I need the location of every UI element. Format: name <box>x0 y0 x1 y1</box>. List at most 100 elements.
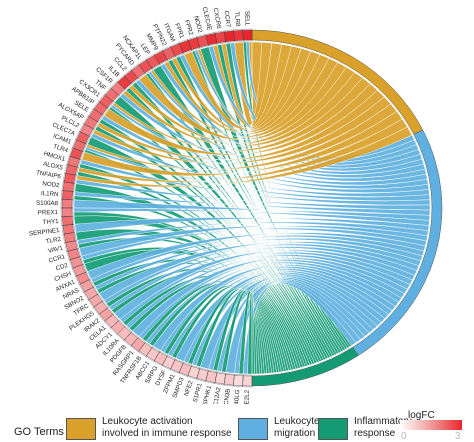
gene-segment <box>83 286 99 301</box>
gene-segment <box>187 365 201 380</box>
gene-label: NOD2 <box>192 15 203 34</box>
ribbon-migration <box>148 71 426 178</box>
ribbon-migration <box>74 217 430 233</box>
ribbon-activation <box>128 66 355 144</box>
gene-segment <box>71 139 87 152</box>
ribbon-migration <box>229 42 417 163</box>
gene-segment <box>145 346 161 362</box>
gene-label: TLR2 <box>45 236 62 246</box>
ribbon-activation <box>81 111 403 177</box>
gene-segment <box>205 369 218 384</box>
lfc-scale-min: 0 <box>401 431 407 442</box>
gene-segment <box>61 181 76 192</box>
gene-segment <box>60 199 74 209</box>
gene-segment <box>61 224 76 235</box>
gene-segment <box>75 131 91 145</box>
gene-segment <box>87 293 104 308</box>
gene-lfc-cell <box>62 224 75 235</box>
gene-segment <box>214 371 226 386</box>
gene-segment <box>79 279 95 293</box>
gene-lfc-cell <box>223 30 235 43</box>
gene-segment <box>123 331 139 347</box>
ribbon-migration <box>110 104 429 189</box>
gene-lfc-cell <box>242 29 253 41</box>
gene-segment <box>153 351 168 367</box>
ribbon-migration <box>85 146 430 201</box>
gene-segment <box>71 264 87 277</box>
gene-label: NFE2L2 <box>243 389 251 404</box>
gene-segment <box>242 28 253 42</box>
gene-label: S100A8 <box>36 200 59 208</box>
ribbon-migration <box>119 93 428 186</box>
gene-label: TLR4 <box>52 143 69 155</box>
gene-segment <box>79 123 95 137</box>
ribbon-migration <box>77 221 429 245</box>
gene-label: NOD2 <box>42 180 60 189</box>
gene-segment <box>153 49 168 65</box>
legend-label-activation: Leukocyte activation involved in immune … <box>102 416 232 440</box>
ribbon-migration <box>90 235 425 283</box>
ribbon-inflammatory <box>195 288 265 374</box>
gene-label: SLC12A2 <box>211 386 223 404</box>
gene-segment <box>214 30 226 45</box>
gene-label: VAV1 <box>47 244 64 254</box>
gene-label: CD40LG <box>233 389 242 404</box>
ribbon-activation <box>138 62 347 140</box>
ribbon-migration <box>103 243 420 304</box>
gene-segment <box>196 367 209 382</box>
legend-migration-line1: Leukocyte <box>274 416 320 427</box>
gene-segment <box>92 101 109 116</box>
gene-segment <box>60 207 74 217</box>
gene-segment <box>242 374 253 388</box>
ribbon-inflammatory <box>247 291 255 375</box>
gene-segment <box>62 172 77 184</box>
go-chord-diagram: SELLTLR8CCR7CXCR6CLEC4ENOD2FPR2FPR1ITGAM… <box>29 6 443 404</box>
ribbon-inflammatory <box>238 290 258 375</box>
gene-segment <box>64 240 79 252</box>
gene-lfc-cell <box>61 207 73 217</box>
gene-segment <box>170 358 184 374</box>
lfc-scale-title: logFC <box>408 410 435 421</box>
gene-segment <box>83 115 99 130</box>
gene-segment <box>123 69 139 85</box>
gene-segment <box>64 164 79 176</box>
gene-segment <box>161 355 176 371</box>
gene-lfc-cell <box>233 30 244 42</box>
gene-segment <box>187 36 201 51</box>
gene-label: CD2 <box>55 262 69 273</box>
legend-label-migration: Leukocyte migration <box>274 416 320 440</box>
gene-label: IL1RN <box>41 190 59 198</box>
gene-segment <box>233 374 244 387</box>
gene-segment <box>178 39 192 54</box>
gene-segment <box>161 45 176 61</box>
gene-label: CCR7 <box>223 10 232 28</box>
gene-segment <box>138 341 153 358</box>
ribbon-migration <box>94 238 423 291</box>
gene-label: SERPINE1 <box>29 227 61 238</box>
gene-label: NFE2 <box>183 379 195 397</box>
gene-segment <box>87 108 104 123</box>
legend-swatch-inflammatory <box>318 418 348 440</box>
gene-label: TLR8 <box>233 11 241 27</box>
gene-label: CCR1 <box>48 253 67 264</box>
gene-segment <box>61 190 75 200</box>
ribbon-migration <box>90 133 430 197</box>
ribbon-migration <box>208 45 419 166</box>
gene-segment <box>98 94 114 109</box>
ribbon-activation <box>92 96 392 164</box>
lfc-color-scale <box>400 420 462 430</box>
gene-lfc-cell <box>242 375 253 387</box>
gene-lfc-cell <box>62 190 74 200</box>
chord-ribbons <box>73 41 431 375</box>
gene-segment <box>205 32 218 47</box>
gene-segment <box>196 34 209 49</box>
legend-inflammatory-line1: Inflammatory <box>354 416 412 427</box>
ribbon-migration <box>80 159 431 206</box>
ribbon-migration <box>81 227 427 261</box>
gene-lfc-cell <box>223 373 235 386</box>
gene-lfc-cell <box>62 181 75 192</box>
gene-segment <box>178 362 192 377</box>
gene-segment <box>223 29 235 43</box>
legend-migration-line2: migration <box>274 428 316 439</box>
gene-segment <box>145 54 161 70</box>
